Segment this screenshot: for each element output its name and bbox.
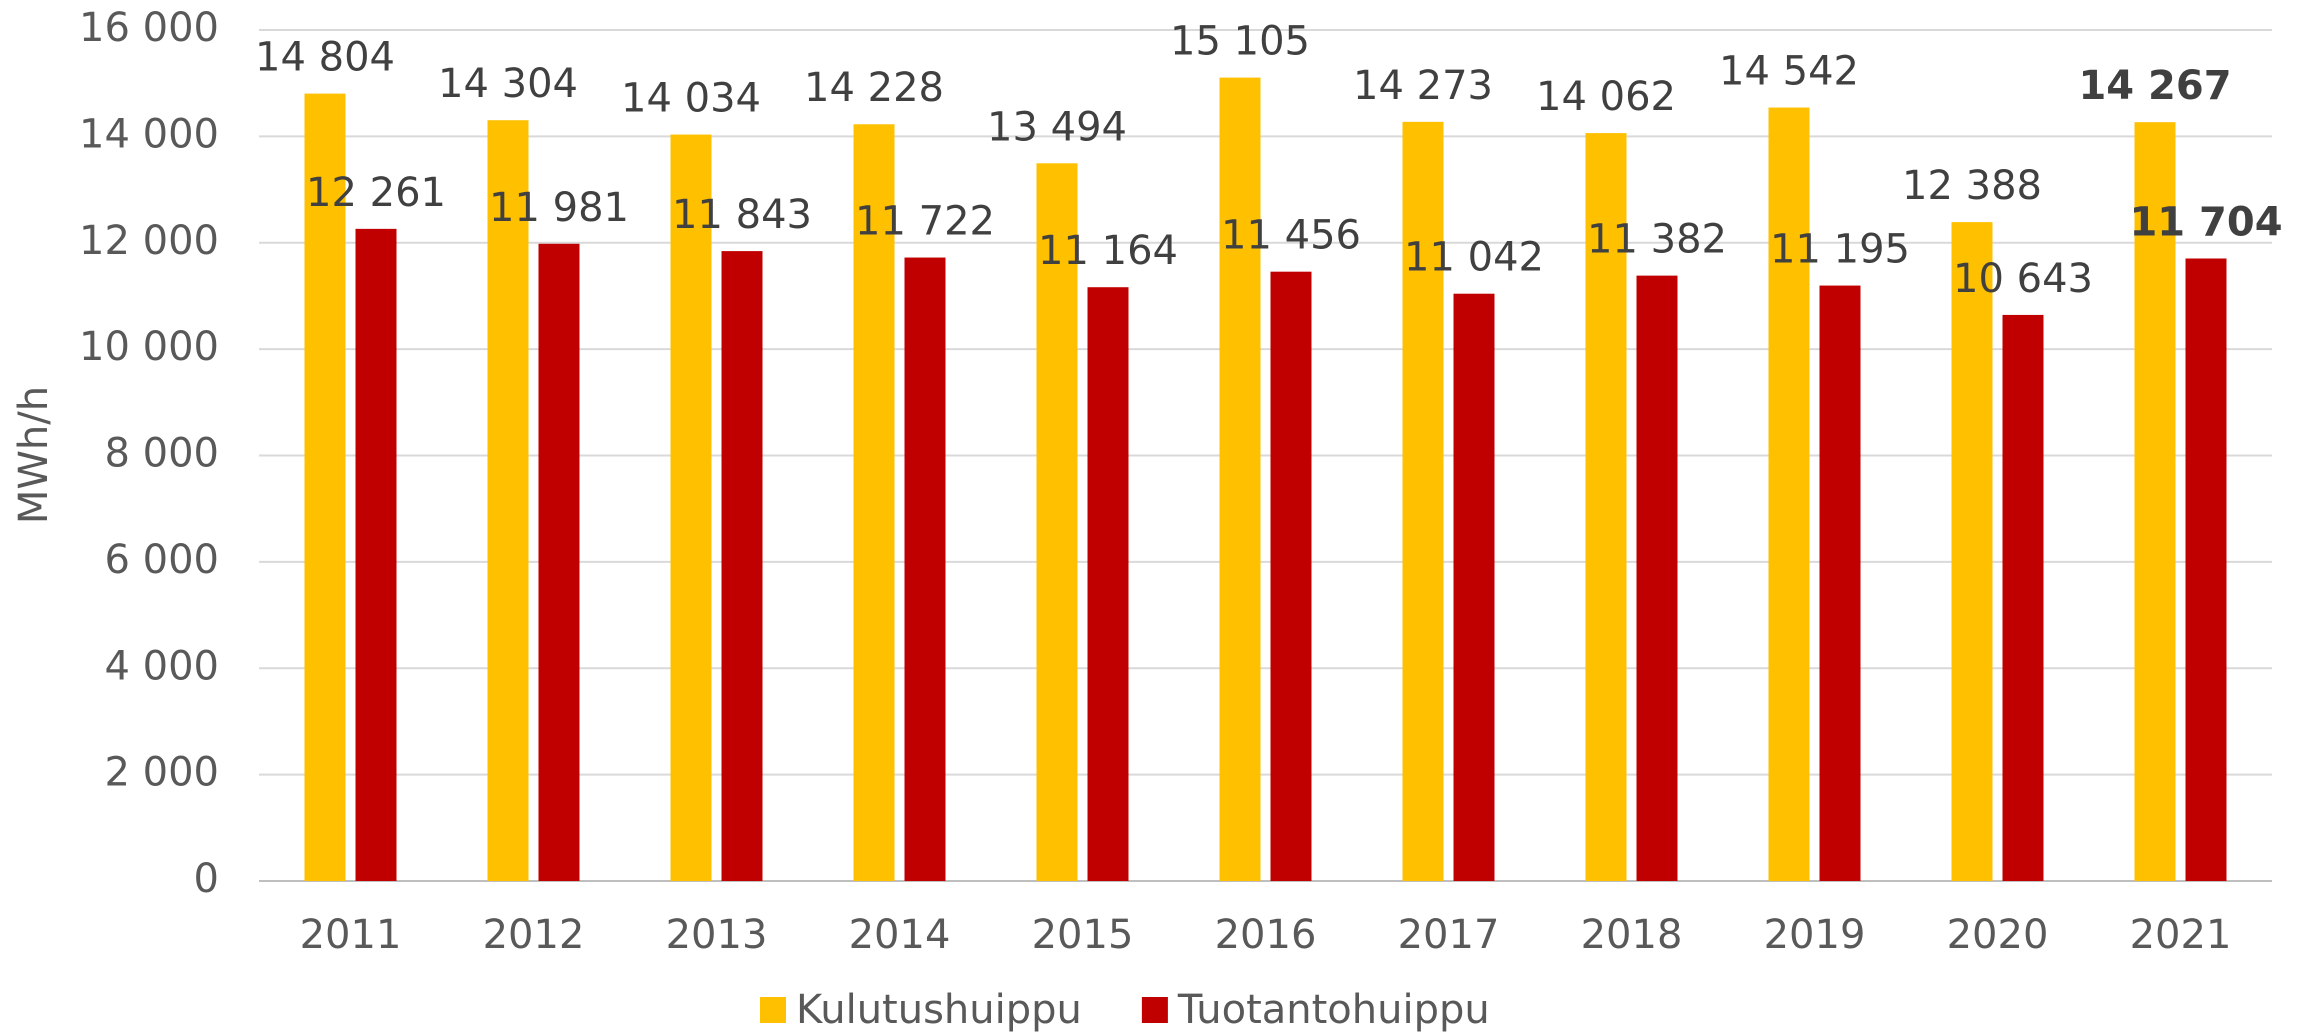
x-tick-label: 2012 <box>483 912 585 958</box>
value-label: 11 704 <box>2129 199 2282 245</box>
value-label: 11 042 <box>1404 235 1544 281</box>
bar <box>1036 163 1078 882</box>
x-tick-label: 2016 <box>1215 912 1317 958</box>
legend-swatch <box>760 997 786 1023</box>
x-tick-label: 2013 <box>666 912 768 958</box>
y-tick-label: 16 000 <box>79 5 219 51</box>
value-label: 11 981 <box>489 185 629 231</box>
value-label: 12 388 <box>1902 163 2042 209</box>
bar <box>1636 275 1678 881</box>
bar <box>1219 77 1261 882</box>
y-tick-label: 12 000 <box>79 218 219 264</box>
value-label: 14 273 <box>1353 63 1493 109</box>
y-tick-label: 14 000 <box>79 111 219 157</box>
bar <box>1270 271 1312 882</box>
x-tick-label: 2017 <box>1398 912 1500 958</box>
bar <box>1087 287 1129 882</box>
value-label: 14 034 <box>621 76 761 122</box>
value-label: 11 195 <box>1770 227 1910 273</box>
y-tick-label: 0 <box>194 856 219 902</box>
y-tick-label: 8 000 <box>104 431 219 477</box>
x-tick-label: 2011 <box>300 912 402 958</box>
y-axis-title: MWh/h <box>11 386 57 524</box>
value-label: 13 494 <box>987 104 1127 150</box>
value-label: 10 643 <box>1953 256 2093 302</box>
x-tick-label: 2019 <box>1764 912 1866 958</box>
bar <box>904 257 946 881</box>
bar <box>1819 285 1861 882</box>
value-label: 11 843 <box>672 192 812 238</box>
value-label: 15 105 <box>1170 19 1310 65</box>
bar <box>2002 314 2044 882</box>
legend-label: Tuotantohuippu <box>1177 987 1490 1033</box>
value-label: 14 542 <box>1719 49 1859 95</box>
bar <box>1402 121 1444 882</box>
y-tick-label: 10 000 <box>79 324 219 370</box>
bar <box>538 243 580 881</box>
value-label: 12 261 <box>306 170 446 216</box>
y-tick-label: 4 000 <box>104 643 219 689</box>
value-label: 11 722 <box>855 199 995 245</box>
y-tick-label: 6 000 <box>104 537 219 583</box>
x-tick-label: 2015 <box>1032 912 1134 958</box>
bar <box>1768 107 1810 882</box>
bar <box>2134 122 2176 881</box>
value-label: 14 267 <box>2078 63 2231 109</box>
x-tick-label: 2014 <box>849 912 951 958</box>
bar <box>853 124 895 882</box>
value-label: 14 062 <box>1536 74 1676 120</box>
value-label: 14 804 <box>255 35 395 81</box>
value-label: 14 304 <box>438 61 578 107</box>
value-label: 14 228 <box>804 65 944 111</box>
x-tick-label: 2021 <box>2130 912 2232 958</box>
bar <box>721 251 763 881</box>
bar <box>1453 293 1495 881</box>
y-tick-label: 2 000 <box>104 750 219 796</box>
bar <box>2185 258 2227 881</box>
bar <box>304 93 346 882</box>
x-tick-label: 2020 <box>1947 912 2049 958</box>
value-label: 11 456 <box>1221 213 1361 259</box>
bar <box>1951 222 1993 881</box>
legend-swatch <box>1141 997 1168 1023</box>
value-label: 11 164 <box>1038 228 1178 274</box>
bar <box>355 228 397 882</box>
value-label: 11 382 <box>1587 217 1727 263</box>
legend-label: Kulutushuippu <box>796 987 1082 1033</box>
bar <box>487 120 529 882</box>
bar <box>670 134 712 881</box>
x-tick-label: 2018 <box>1581 912 1683 958</box>
bar <box>1585 133 1627 881</box>
